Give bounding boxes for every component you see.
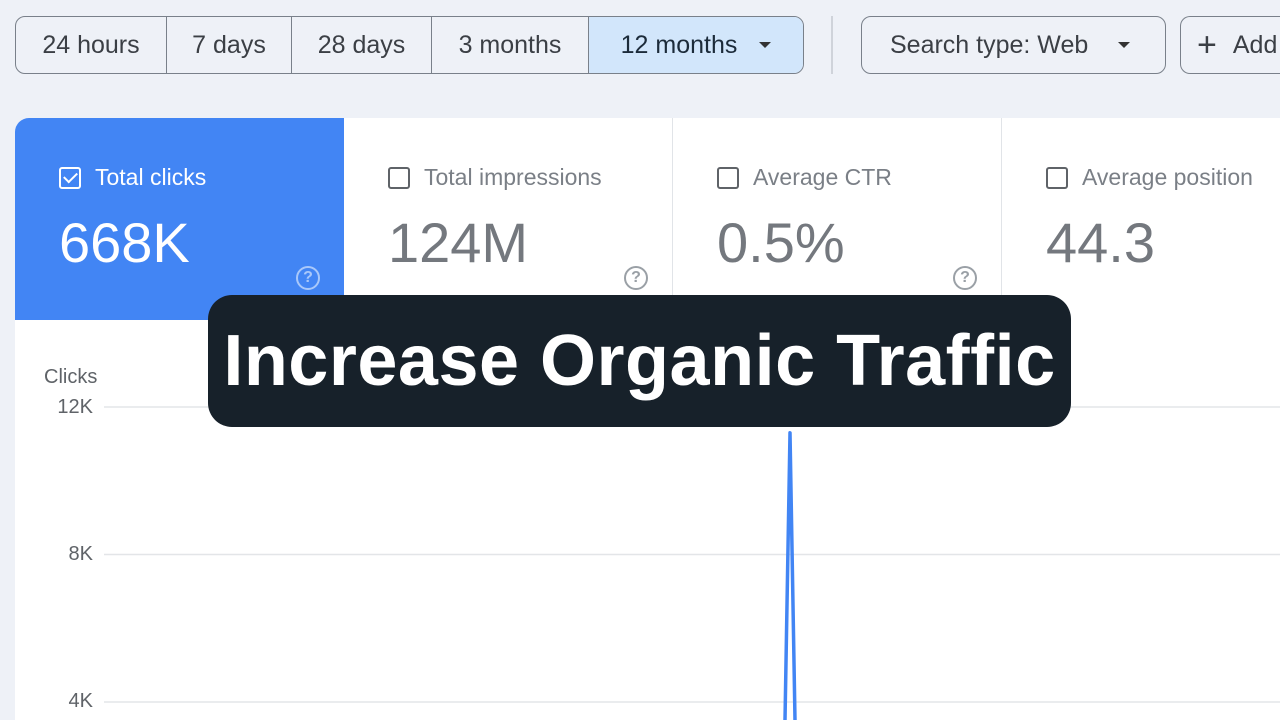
metric-card-average-ctr[interactable]: Average CTR 0.5% ? (673, 118, 1002, 320)
toolbar-divider (831, 16, 833, 74)
metric-value: 668K (59, 211, 190, 274)
metric-label: Total clicks (59, 164, 206, 191)
range-7-days-button[interactable]: 7 days (167, 17, 292, 73)
search-type-dropdown[interactable]: Search type: Web (861, 16, 1166, 74)
range-28-days-button[interactable]: 28 days (292, 17, 432, 73)
search-type-label: Search type: Web (890, 30, 1089, 59)
y-tick-label: 12K (57, 396, 93, 418)
metric-card-average-position[interactable]: Average position 44.3 (1002, 118, 1280, 320)
help-icon[interactable]: ? (953, 266, 977, 290)
clicks-series-line (783, 431, 797, 720)
range-24-hours-button[interactable]: 24 hours (16, 17, 167, 73)
metric-value: 44.3 (1046, 211, 1155, 274)
help-icon[interactable]: ? (296, 266, 320, 290)
range-12-months-label: 12 months (620, 30, 738, 59)
add-filter-button[interactable]: + Add (1180, 16, 1280, 74)
checkbox-checked-icon[interactable] (59, 166, 81, 189)
checkbox-unchecked-icon[interactable] (1046, 166, 1068, 189)
metric-label-text: Total impressions (424, 164, 602, 190)
metric-label-text: Total clicks (95, 164, 207, 190)
headline-banner: Increase Organic Traffic (208, 295, 1071, 427)
help-icon[interactable]: ? (624, 266, 648, 290)
metric-value: 124M (388, 211, 529, 274)
chart-y-axis-title: Clicks (44, 366, 98, 388)
metric-card-total-clicks[interactable]: Total clicks 668K ? (15, 118, 344, 320)
range-3-months-button[interactable]: 3 months (432, 17, 589, 73)
metric-label: Average CTR (717, 164, 892, 191)
metric-label: Average position (1046, 164, 1253, 191)
plus-icon: + (1197, 26, 1217, 64)
metric-cards: Total clicks 668K ? Total impressions 12… (15, 118, 1280, 320)
metric-card-total-impressions[interactable]: Total impressions 124M ? (344, 118, 673, 320)
y-tick-label: 8K (68, 543, 93, 565)
metric-label: Total impressions (388, 164, 602, 191)
metric-label-text: Average position (1082, 164, 1253, 190)
chevron-down-icon (759, 42, 772, 48)
checkbox-unchecked-icon[interactable] (388, 166, 410, 189)
metric-label-text: Average CTR (753, 164, 892, 190)
add-filter-label: Add (1232, 30, 1278, 59)
chevron-down-icon (1118, 42, 1131, 48)
y-tick-label: 4K (68, 690, 93, 712)
checkbox-unchecked-icon[interactable] (717, 166, 739, 189)
range-12-months-button[interactable]: 12 months (589, 17, 803, 73)
metric-value: 0.5% (717, 211, 845, 274)
date-range-selector: 24 hours 7 days 28 days 3 months 12 mont… (15, 16, 804, 74)
